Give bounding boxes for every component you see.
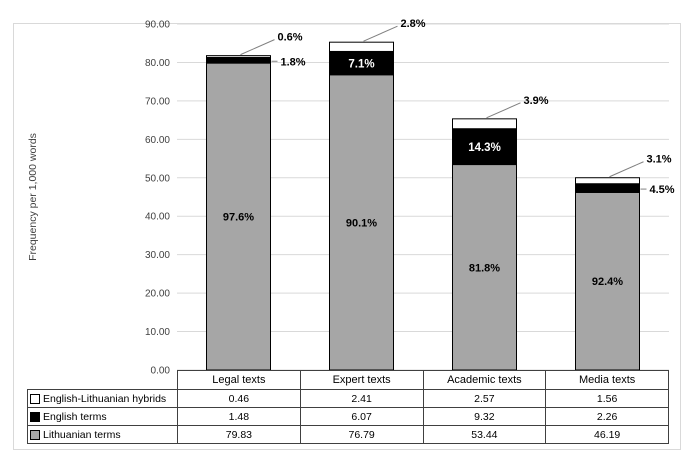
callout-line-hybrid — [486, 102, 521, 119]
legend-key-english-icon — [30, 411, 40, 422]
bar-segment — [452, 128, 517, 166]
bar-segment — [575, 183, 640, 193]
legend-key-hybrids-icon — [30, 393, 40, 404]
bar-segment — [575, 177, 640, 185]
bar-segment — [206, 55, 271, 58]
bar-segment — [575, 191, 640, 371]
cell-english-expert: 6.07 — [301, 408, 424, 425]
callout-line-hybrid — [609, 161, 644, 178]
legend-key-lithuanian-icon — [30, 429, 40, 440]
y-tick-label: 60.00 — [145, 135, 170, 146]
table-body: English-Lithuanian hybrids 0.46 2.41 2.5… — [27, 389, 669, 444]
segment-label-lithuanian: 81.8% — [469, 262, 500, 274]
callout-label-hybrid: 3.9% — [524, 95, 549, 107]
callout-label-hybrid: 0.6% — [278, 32, 303, 44]
series-name-english: English terms — [43, 410, 107, 423]
y-tick-label: 50.00 — [145, 173, 170, 184]
bar-segment — [329, 74, 394, 371]
table-header-expert: Expert texts — [301, 371, 424, 389]
callout-line-hybrid — [240, 39, 275, 56]
cell-lithuanian-expert: 76.79 — [301, 426, 424, 443]
table-header-legal: Legal texts — [178, 371, 301, 389]
table-row-lithuanian: Lithuanian terms 79.83 76.79 53.44 46.19 — [28, 426, 668, 443]
bar-segment — [452, 164, 517, 371]
segment-label-lithuanian: 90.1% — [346, 217, 377, 229]
callout-label-hybrid: 3.1% — [647, 154, 672, 166]
cell-hybrids-media: 1.56 — [596, 392, 618, 405]
cell-english-academic: 9.32 — [424, 408, 547, 425]
bar-segment — [206, 62, 271, 371]
y-tick-label: 0.00 — [151, 366, 171, 377]
table-row-hybrids: English-Lithuanian hybrids 0.46 2.41 2.5… — [28, 390, 668, 408]
cell-english-legal: 1.48 — [178, 408, 301, 425]
series-name-lithuanian: Lithuanian terms — [43, 428, 121, 441]
callout-line-hybrid — [363, 25, 398, 42]
cell-english-media: 2.26 — [596, 410, 618, 423]
table-row-english: English terms 1.48 6.07 9.32 2.26 — [28, 408, 668, 426]
cell-lithuanian-legal: 79.83 — [178, 426, 301, 443]
bar-segment — [452, 118, 517, 130]
y-tick-label: 10.00 — [145, 327, 170, 338]
y-tick-label: 20.00 — [145, 289, 170, 300]
data-table: Legal texts Expert texts Academic texts … — [27, 370, 669, 444]
segment-label-lithuanian: 97.6% — [223, 212, 254, 224]
series-name-hybrids: English-Lithuanian hybrids — [43, 392, 167, 405]
table-header-row: Legal texts Expert texts Academic texts … — [177, 370, 669, 390]
bar-segment — [206, 56, 271, 64]
cell-hybrids-expert: 2.41 — [301, 390, 424, 407]
segment-label-english: 14.3% — [468, 142, 501, 154]
y-tick-label: 70.00 — [145, 96, 170, 107]
segment-label-english: 7.1% — [348, 59, 374, 71]
cell-hybrids-legal: 0.46 — [178, 390, 301, 407]
callout-label-hybrid: 2.8% — [401, 18, 426, 30]
bar-segment — [329, 41, 394, 52]
table-header-media: Media texts — [579, 374, 636, 386]
callout-label-english: 1.8% — [281, 56, 306, 68]
table-header-academic: Academic texts — [424, 371, 547, 389]
legend-item-english: English terms — [28, 408, 178, 425]
cell-lithuanian-academic: 53.44 — [424, 426, 547, 443]
segment-label-lithuanian: 92.4% — [592, 276, 623, 288]
legend-item-lithuanian: Lithuanian terms — [28, 426, 178, 443]
y-tick-label: 90.00 — [145, 20, 170, 31]
y-tick-label: 40.00 — [145, 212, 170, 223]
y-tick-label: 80.00 — [145, 58, 170, 69]
callout-label-english: 4.5% — [650, 184, 675, 196]
y-tick-label: 30.00 — [145, 250, 170, 261]
legend-item-hybrids: English-Lithuanian hybrids — [28, 390, 178, 407]
cell-lithuanian-media: 46.19 — [593, 428, 621, 441]
cell-hybrids-academic: 2.57 — [424, 390, 547, 407]
